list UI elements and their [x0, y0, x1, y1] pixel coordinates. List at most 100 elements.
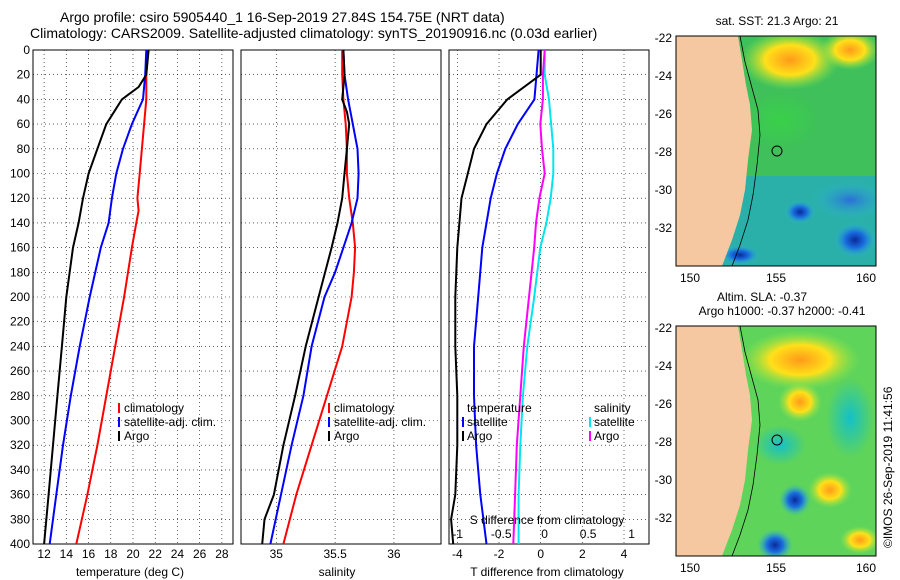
australia-land	[676, 36, 752, 266]
x-tick-label: 18	[104, 547, 118, 561]
sla-high-anomaly	[778, 382, 822, 422]
latitude-tick-label: -22	[655, 321, 673, 335]
series-line-satellite-adj-clim-	[269, 49, 360, 545]
legend-argo-label: Argo	[124, 429, 150, 443]
legend-t-satellite-label: satellite	[467, 415, 508, 429]
depth-tick-label: 220	[10, 315, 30, 329]
sla-high-anomaly	[808, 472, 852, 508]
legend-climatology-label: climatology	[334, 401, 394, 415]
x-tick-label: 26	[193, 547, 207, 561]
x-tick-label: 35	[270, 547, 284, 561]
x-tick-label: 14	[60, 547, 74, 561]
sla-low-core	[779, 484, 811, 516]
legend-s-argo-label: Argo	[594, 429, 620, 443]
sst-warm-core	[820, 36, 876, 70]
legend-temperature-title: temperature	[467, 401, 532, 415]
depth-tick-label: 160	[10, 241, 30, 255]
depth-tick-label: 400	[10, 537, 30, 551]
series-line-argo	[43, 49, 150, 545]
latitude-tick-label: -26	[655, 107, 673, 121]
latitude-tick-label: -24	[655, 359, 673, 373]
depth-tick-label: 120	[10, 191, 30, 205]
x-tick-label: -4	[452, 547, 463, 561]
australia-land	[676, 326, 752, 556]
difference-xlabel: T difference from climatology	[470, 565, 624, 579]
latitude-tick-label: -28	[655, 145, 673, 159]
depth-tick-label: 60	[17, 117, 31, 131]
series-line-climatology	[75, 49, 149, 545]
x-tick-label: 4	[621, 547, 628, 561]
sst-cool-core	[833, 222, 876, 258]
sst-cool-core	[784, 200, 816, 224]
legend-s-satellite-label: satellite	[594, 415, 635, 429]
x-tick-label: 16	[82, 547, 96, 561]
series-line-climatology	[282, 50, 357, 545]
s-diff-tick-label: 1	[628, 527, 635, 541]
difference-temperature-legend: temperature satellite Argo	[462, 401, 532, 443]
legend-satellite-label: satellite-adj. clim.	[124, 415, 216, 429]
sla-map: Altim. SLA: -0.37 Argo h1000: -0.37 h200…	[655, 290, 877, 575]
shelf-contour	[731, 326, 761, 556]
sst-map-title: sat. SST: 21.3 Argo: 21	[716, 14, 839, 28]
x-tick-label: 2	[579, 547, 586, 561]
longitude-tick-label: 150	[680, 271, 700, 285]
temperature-legend: climatology satellite-adj. clim. Argo	[118, 401, 216, 443]
x-tick-label: 12	[37, 547, 51, 561]
legend-t-argo-label: Argo	[467, 429, 493, 443]
difference-salinity-legend: salinity satellite Argo	[589, 401, 635, 443]
x-tick-label: 36	[387, 547, 401, 561]
x-tick-label: 22	[149, 547, 163, 561]
series-line-s-satellite	[517, 50, 555, 544]
imos-credit: ©IMOS 26-Sep-2019 11:41:56	[881, 386, 895, 548]
legend-climatology-label: climatology	[124, 401, 184, 415]
depth-tick-label: 40	[17, 92, 31, 106]
depth-tick-label: 380	[10, 512, 30, 526]
latitude-tick-label: -32	[655, 221, 673, 235]
figure-title-line-2: Climatology: CARS2009. Satellite-adjuste…	[30, 25, 598, 41]
longitude-tick-label: 155	[766, 561, 786, 575]
series-line-argo	[261, 49, 351, 545]
s-diff-tick-label: -1	[452, 527, 463, 541]
latitude-tick-label: -24	[655, 69, 673, 83]
latitude-tick-label: -32	[655, 511, 673, 525]
sla-high-anomaly	[840, 526, 876, 554]
argo-float-marker	[771, 434, 783, 446]
sla-map-title-2: Argo h1000: -0.37 h2000: -0.41	[699, 304, 866, 318]
x-tick-label: 28	[215, 547, 229, 561]
series-line-t-argo	[450, 50, 542, 545]
longitude-tick-label: 160	[856, 271, 876, 285]
sst-cool-core	[720, 245, 760, 265]
depth-tick-label: 240	[10, 339, 30, 353]
sst-warm-core	[740, 36, 840, 90]
sst-cool-patch	[810, 180, 876, 220]
series-line-satellite-adj-clim-	[48, 49, 148, 545]
longitude-tick-label: 150	[680, 561, 700, 575]
depth-tick-label: 320	[10, 438, 30, 452]
sst-green-patch	[740, 90, 820, 150]
s-diff-tick-label: 0.5	[580, 527, 597, 541]
depth-tick-label: 340	[10, 463, 30, 477]
legend-satellite-label: satellite-adj. clim.	[334, 415, 426, 429]
salinity-xlabel: salinity	[319, 565, 356, 579]
sla-map-title-1: Altim. SLA: -0.37	[717, 290, 807, 304]
x-tick-label: -2	[494, 547, 505, 561]
series-line-s-argo	[512, 49, 546, 545]
x-tick-label: 24	[171, 547, 185, 561]
latitude-tick-label: -30	[655, 183, 673, 197]
sla-map-frame	[675, 325, 877, 557]
latitude-tick-label: -28	[655, 435, 673, 449]
longitude-tick-label: 155	[766, 271, 786, 285]
sla-low-anomaly	[754, 425, 806, 465]
legend-argo-label: Argo	[334, 429, 360, 443]
depth-tick-label: 360	[10, 488, 30, 502]
s-diff-tick-label: -0.5	[491, 527, 512, 541]
x-tick-label: 0	[537, 547, 544, 561]
depth-tick-label: 280	[10, 389, 30, 403]
depth-tick-label: 0	[23, 43, 30, 57]
depth-tick-label: 180	[10, 265, 30, 279]
depth-tick-label: 300	[10, 414, 30, 428]
latitude-tick-label: -26	[655, 397, 673, 411]
depth-tick-label: 200	[10, 290, 30, 304]
sst-map: sat. SST: 21.3 Argo: 21 -22 -24 -26 -28 -30 -…	[655, 14, 877, 285]
